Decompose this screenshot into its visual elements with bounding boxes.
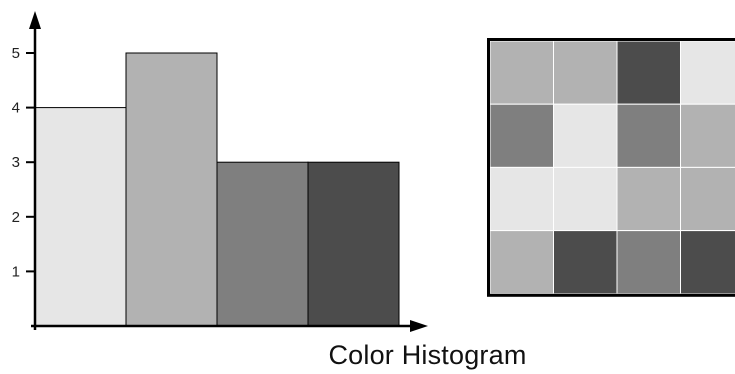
grid-cell-r2-c4 <box>680 103 735 168</box>
x-axis-arrow <box>410 320 428 332</box>
grid-cell-r4-c4 <box>680 230 735 295</box>
grid-cell-r3-c1 <box>489 166 554 232</box>
histogram-bar-4 <box>307 161 400 327</box>
y-tick-label-3: 3 <box>12 154 20 171</box>
grid-cell-r3-c4 <box>680 166 735 232</box>
figure-caption: Color Histogram <box>328 340 527 370</box>
grid-cell-r1-c1 <box>489 40 554 105</box>
grid-cell-r4-c1 <box>489 230 554 295</box>
y-axis-arrow <box>29 11 41 29</box>
y-tick-label-5: 5 <box>12 45 20 62</box>
grid-border <box>487 38 735 297</box>
histogram-bars <box>34 52 400 327</box>
grid-cell-r3-c2 <box>553 166 618 232</box>
axes <box>29 11 428 332</box>
grid-cell-r3-c3 <box>616 166 681 232</box>
grid-cell-r4-c3 <box>616 230 681 295</box>
histogram-bar-1 <box>34 107 127 327</box>
y-tick-label-1: 1 <box>12 263 20 280</box>
y-axis-ticks: 1 2 3 4 5 <box>12 45 35 280</box>
grid-cell-r1-c4 <box>680 40 735 105</box>
grid-cell-r2-c2 <box>553 103 618 168</box>
grid-cell-r2-c3 <box>616 103 681 168</box>
histogram-bar-2 <box>125 52 218 327</box>
histogram-bar-3 <box>216 161 309 327</box>
pixel-grid-image <box>487 38 735 297</box>
y-tick-label-2: 2 <box>12 209 20 226</box>
y-tick-label-4: 4 <box>12 100 20 117</box>
grid-cell-r1-c3 <box>616 40 681 105</box>
grid-cell-r4-c2 <box>553 230 618 295</box>
grid-cell-r1-c2 <box>553 40 618 105</box>
grid-cell-r2-c1 <box>489 103 554 168</box>
